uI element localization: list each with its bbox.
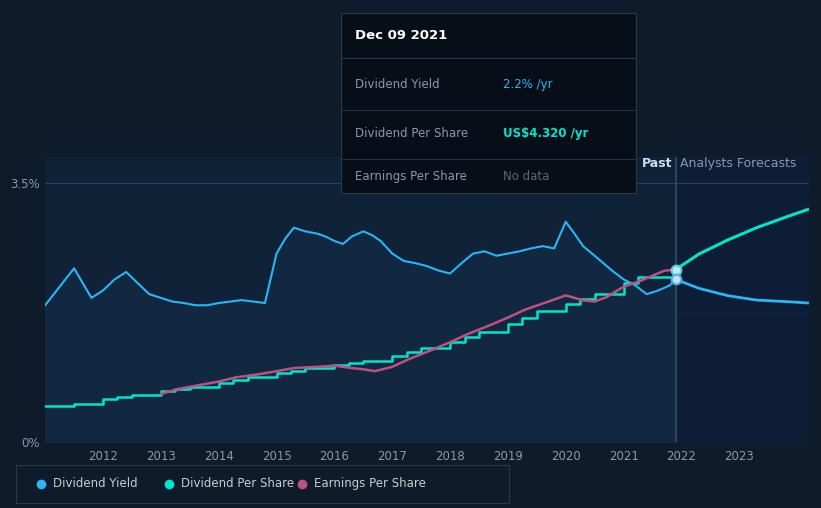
Text: Dec 09 2021: Dec 09 2021: [355, 29, 447, 42]
Text: Past: Past: [642, 157, 672, 170]
Text: Dividend Per Share: Dividend Per Share: [181, 478, 295, 490]
Text: Earnings Per Share: Earnings Per Share: [355, 170, 467, 183]
Text: Earnings Per Share: Earnings Per Share: [314, 478, 426, 490]
Text: No data: No data: [503, 170, 549, 183]
Text: Dividend Yield: Dividend Yield: [53, 478, 138, 490]
Text: Dividend Yield: Dividend Yield: [355, 78, 440, 91]
Text: 2.2% /yr: 2.2% /yr: [503, 78, 553, 91]
Bar: [676, 157, 809, 442]
Text: Dividend Per Share: Dividend Per Share: [355, 127, 469, 140]
Text: US$4.320 /yr: US$4.320 /yr: [503, 127, 589, 140]
Text: Analysts Forecasts: Analysts Forecasts: [681, 157, 796, 170]
